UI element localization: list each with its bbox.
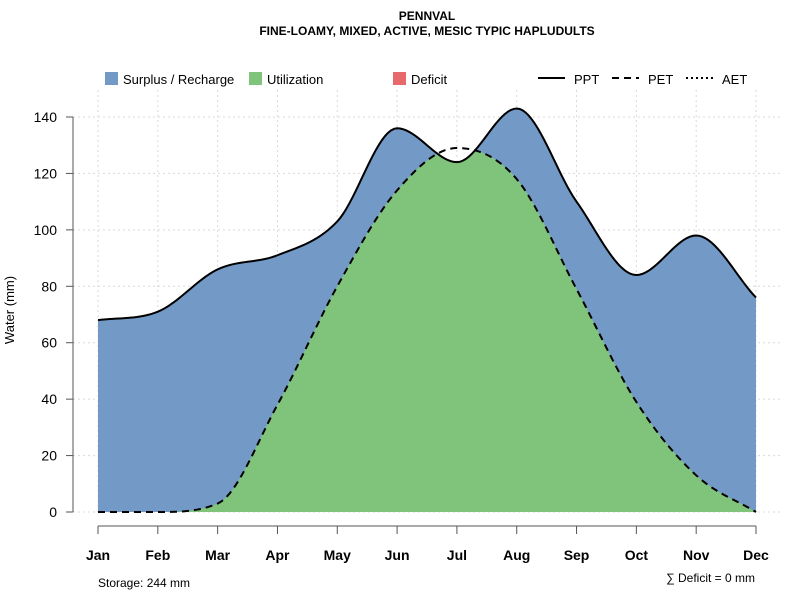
x-tick-label: Dec: [743, 547, 769, 563]
deficit-note: ∑ Deficit = 0 mm: [666, 571, 755, 585]
x-tick-label: Aug: [503, 547, 530, 563]
y-tick-label: 100: [34, 222, 58, 238]
x-tick-label: Oct: [625, 547, 649, 563]
legend-label: PET: [648, 72, 673, 87]
x-tick-label: May: [324, 547, 351, 563]
legend-swatch: [105, 72, 118, 85]
legend-label: PPT: [574, 72, 599, 87]
x-tick-label: Nov: [683, 547, 710, 563]
x-tick-label: Apr: [265, 547, 290, 563]
legend-label: Deficit: [411, 72, 448, 87]
y-tick-label: 20: [41, 448, 57, 464]
legend-swatch: [249, 72, 262, 85]
x-tick-label: Feb: [145, 547, 170, 563]
legend-label: AET: [722, 72, 747, 87]
x-tick-label: Jan: [86, 547, 110, 563]
legend-label: Surplus / Recharge: [123, 72, 234, 87]
y-tick-label: 0: [49, 504, 57, 520]
x-tick-label: Jun: [385, 547, 410, 563]
ppt-line: [97, 107, 757, 322]
area-fills: [98, 108, 756, 513]
y-tick-label: 120: [34, 165, 58, 181]
chart-title: PENNVAL: [399, 9, 455, 23]
x-tick-label: Jul: [447, 547, 467, 563]
legend-label: Utilization: [267, 72, 323, 87]
storage-note: Storage: 244 mm: [98, 576, 190, 590]
x-tick-label: Mar: [205, 547, 230, 563]
series-lines: [97, 107, 757, 513]
axes: 0 20 40 60 80 100 120 140 Jan Feb Mar Apr May Jun Jul A…: [34, 109, 769, 563]
legend-swatch: [393, 72, 406, 85]
y-tick-label: 60: [41, 335, 57, 351]
y-tick-label: 140: [34, 109, 58, 125]
y-tick-label: 80: [41, 278, 57, 294]
utilization-area: [98, 150, 756, 512]
x-tick-label: Sep: [564, 547, 590, 563]
chart-subtitle: FINE-LOAMY, MIXED, ACTIVE, MESIC TYPIC H…: [259, 24, 594, 38]
y-axis-title: Water (mm): [2, 276, 17, 344]
pet-line: [98, 147, 757, 513]
y-tick-label: 40: [41, 391, 57, 407]
legend: Surplus / Recharge Utilization Deficit PPT P…: [105, 72, 747, 87]
